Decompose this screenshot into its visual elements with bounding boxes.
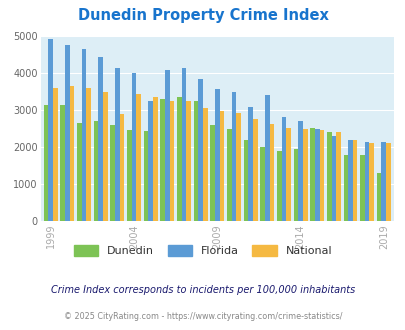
Bar [177,97,181,221]
Bar [202,108,207,221]
Bar [281,117,286,221]
Bar [252,119,257,221]
Bar [77,123,81,221]
Bar [347,140,352,221]
Bar [69,86,74,221]
Legend: Dunedin, Florida, National: Dunedin, Florida, National [70,242,335,259]
Bar [231,92,236,221]
Bar [343,154,347,221]
Bar [269,124,273,221]
Bar [198,79,202,221]
Bar [385,143,390,221]
Bar [359,154,364,221]
Bar [297,120,302,221]
Bar [102,92,107,221]
Bar [53,88,58,221]
Bar [164,70,169,221]
Bar [243,140,247,221]
Bar [86,88,91,221]
Bar [302,129,307,221]
Bar [276,151,281,221]
Bar [115,68,119,221]
Bar [331,136,335,221]
Bar [369,144,373,221]
Bar [326,132,331,221]
Bar [119,114,124,221]
Bar [335,132,340,221]
Bar [247,107,252,221]
Text: Crime Index corresponds to incidents per 100,000 inhabitants: Crime Index corresponds to incidents per… [51,285,354,295]
Bar [65,45,69,221]
Bar [127,130,131,221]
Bar [286,128,290,221]
Bar [193,101,198,221]
Bar [186,101,190,221]
Bar [136,94,141,221]
Bar [309,128,314,221]
Text: Dunedin Property Crime Index: Dunedin Property Crime Index [77,8,328,23]
Bar [260,147,264,221]
Bar [293,149,297,221]
Bar [364,142,369,221]
Bar [214,89,219,221]
Bar [43,105,48,221]
Bar [98,57,102,221]
Bar [81,49,86,221]
Bar [219,111,224,221]
Bar [376,173,381,221]
Bar [181,68,186,221]
Bar [236,113,240,221]
Bar [143,131,148,221]
Text: © 2025 CityRating.com - https://www.cityrating.com/crime-statistics/: © 2025 CityRating.com - https://www.city… [64,312,341,321]
Bar [264,95,269,221]
Bar [60,105,65,221]
Bar [226,129,231,221]
Bar [110,125,115,221]
Bar [48,39,53,221]
Bar [93,121,98,221]
Bar [319,130,323,221]
Bar [160,99,164,221]
Bar [169,101,174,221]
Bar [381,142,385,221]
Bar [153,97,157,221]
Bar [210,125,214,221]
Bar [148,101,153,221]
Bar [314,129,319,221]
Bar [352,140,357,221]
Bar [131,73,136,221]
